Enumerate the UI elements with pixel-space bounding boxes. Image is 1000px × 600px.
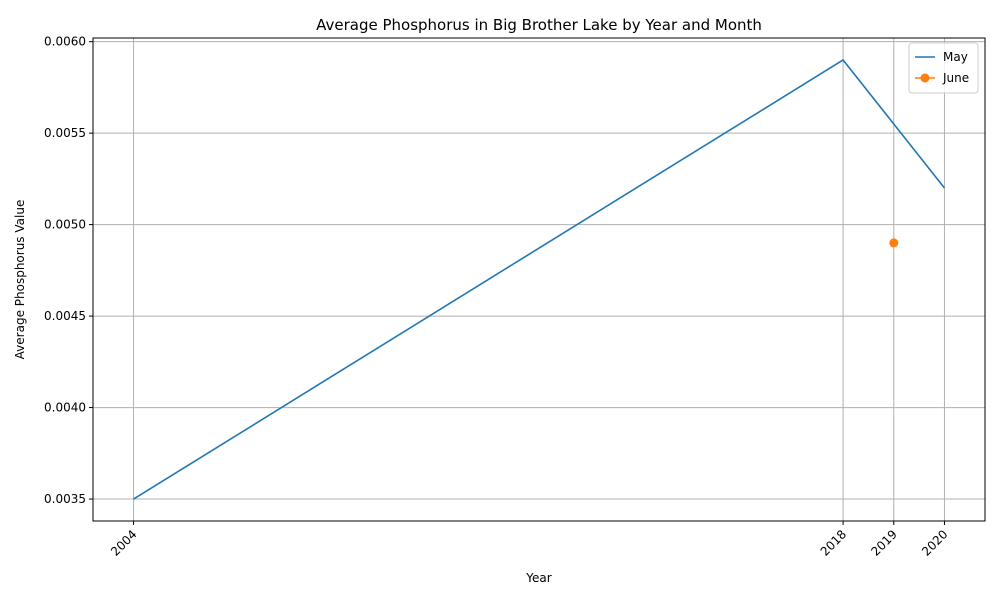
legend-marker-june: [920, 73, 930, 83]
legend-label-june: June: [942, 71, 969, 85]
series-line-may: [133, 59, 946, 500]
grid-lines: [93, 38, 985, 521]
y-tick-label: 0.0045: [44, 309, 86, 323]
plot-area-frame: [92, 37, 986, 522]
data-point-june: [889, 238, 899, 248]
x-axis-label: Year: [525, 571, 551, 585]
legend-label-may: May: [943, 50, 968, 64]
y-tick-label: 0.0055: [44, 126, 86, 140]
y-axis-label: Average Phosphorus Value: [13, 200, 27, 360]
legend: May June: [908, 42, 979, 94]
series-june: [889, 238, 899, 248]
series-layer: [133, 59, 946, 500]
series-may: [133, 59, 946, 500]
y-tick-label: 0.0060: [44, 35, 86, 49]
chart-title: Average Phosphorus in Big Brother Lake b…: [316, 16, 762, 34]
y-tick-label: 0.0035: [44, 492, 86, 506]
y-tick-label: 0.0040: [44, 401, 86, 415]
y-tick-label: 0.0050: [44, 218, 86, 232]
